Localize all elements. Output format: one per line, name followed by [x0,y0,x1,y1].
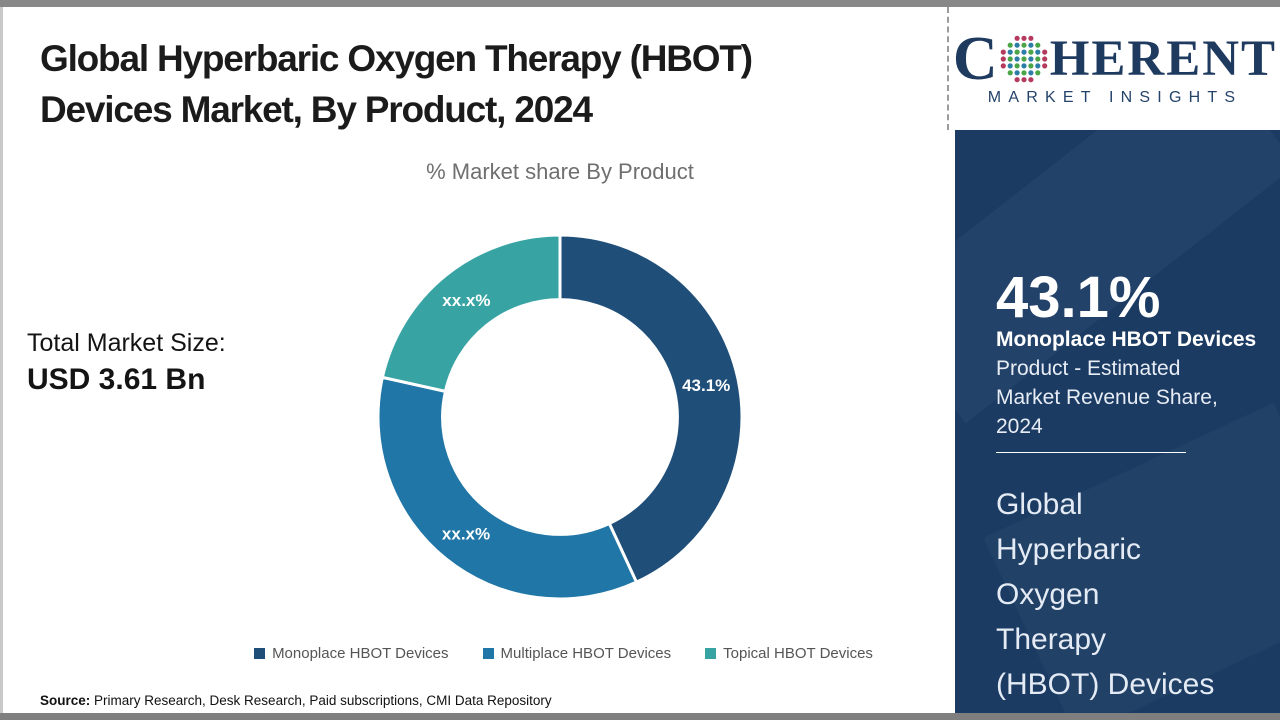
globe-dot [1021,62,1027,68]
total-market-size: Total Market Size: USD 3.61 Bn [27,326,226,400]
globe-dot [1014,35,1020,41]
panel-text-line: Oxygen [996,578,1100,611]
globe-dot [1014,69,1020,75]
page-title-line1: Global Hyperbaric Oxygen Therapy (HBOT) [40,38,753,79]
legend-item-3: Topical HBOT Devices [705,645,873,662]
total-market-value: USD 3.61 Bn [27,363,206,396]
panel-report-title: Global Hyperbaric Oxygen Therapy (HBOT) Devi… [996,482,1214,707]
panel-text-line: Global [996,488,1083,521]
page-title-line2: Devices Market, By Product, 2024 [40,89,593,130]
legend-swatch-icon [705,648,717,659]
globe-dot [1007,42,1013,48]
globe-dot [1034,69,1041,75]
page-title: Global Hyperbaric Oxygen Therapy (HBOT) … [40,33,753,135]
legend-swatch-icon [482,648,494,659]
globe-dot [1034,55,1041,62]
legend-item-2: Multiplace HBOT Devices [482,645,672,662]
donut-chart: 43.1% xx.x% xx.x% [368,225,752,609]
globe-dot [1000,49,1006,55]
highlight-stat-description: Product - Estimated Market Revenue Share,… [996,354,1218,441]
panel-text-line: 2024 [996,415,1043,438]
bottom-border [0,713,1280,720]
dashed-divider [947,7,949,130]
globe-dot [1007,49,1013,55]
globe-dot [1014,76,1020,82]
highlight-stat-segment: Monoplace HBOT Devices [996,328,1257,351]
globe-dot [1014,55,1020,62]
top-border [0,0,1280,7]
logo-letters-herent: HERENT [1049,30,1278,87]
brand-logo-subtitle: MARKET INSIGHTS [987,88,1243,106]
globe-dot [1021,35,1027,41]
donut-chart-svg: 43.1% xx.x% xx.x% [376,233,744,601]
source-label: Source: [40,693,91,708]
globe-dot [1007,69,1013,75]
globe-dot [1000,55,1006,62]
chart-legend: Monoplace HBOT Devices Multiplace HBOT De… [180,645,947,662]
legend-label: Multiplace HBOT Devices [500,645,672,662]
donut-segment-label-2: xx.x% [442,525,490,544]
globe-dot [1041,49,1047,55]
donut-segment-1 [558,233,744,585]
logo-letter-c: C [952,24,998,93]
panel-text-line: Product - Estimated [996,357,1181,380]
brand-logo: C HERENT MARKET INSIGHTS [950,7,1280,130]
globe-dot [1027,76,1034,82]
globe-dot [1007,62,1013,68]
highlight-panel: 43.1% Monoplace HBOT Devices Product - E… [955,130,1280,713]
globe-dot [1034,42,1041,48]
globe-dot [1021,69,1027,75]
total-market-label: Total Market Size: [27,329,226,357]
panel-text-line: (HBOT) Devices [996,668,1215,701]
globe-dot [1027,69,1034,75]
chart-subtitle: % Market share By Product [426,159,694,184]
globe-dot [1021,76,1027,82]
globe-dot [1007,55,1013,62]
panel-text-line: Therapy [996,623,1107,656]
globe-dot [1000,62,1006,68]
globe-dot [1041,55,1047,62]
legend-swatch-icon [254,648,266,659]
panel-divider-line [996,452,1186,453]
globe-dot [1027,62,1034,68]
left-border [0,7,3,713]
donut-segment-2 [376,375,639,601]
legend-label: Topical HBOT Devices [723,645,873,662]
highlight-stat-value: 43.1% [996,265,1161,330]
donut-segment-label-1: 43.1% [682,376,730,395]
panel-text-line: Hyperbaric [996,533,1142,566]
globe-dot [1014,49,1020,55]
globe-dot [1034,62,1041,68]
source-text: Primary Research, Desk Research, Paid su… [90,693,552,708]
coherent-globe-icon [1000,35,1047,82]
globe-dot [1027,35,1034,41]
brand-logo-wordmark: C HERENT [952,24,1278,93]
globe-dot [1027,49,1034,55]
globe-dot [1027,55,1034,62]
globe-dot [1034,49,1041,55]
donut-segment-label-3: xx.x% [442,291,490,310]
donut-segment-3 [380,233,562,394]
legend-label: Monoplace HBOT Devices [272,645,449,662]
panel-text-line: Market Revenue Share, [996,386,1218,409]
globe-dot [1021,42,1027,48]
globe-dot [1014,42,1020,48]
globe-dot [1027,42,1034,48]
globe-dot [1014,62,1020,68]
globe-dot [1041,62,1047,68]
globe-dot [1021,49,1027,55]
legend-item-1: Monoplace HBOT Devices [254,645,449,662]
source-note: Source: Primary Research, Desk Research,… [40,693,552,708]
globe-dot [1021,55,1027,62]
